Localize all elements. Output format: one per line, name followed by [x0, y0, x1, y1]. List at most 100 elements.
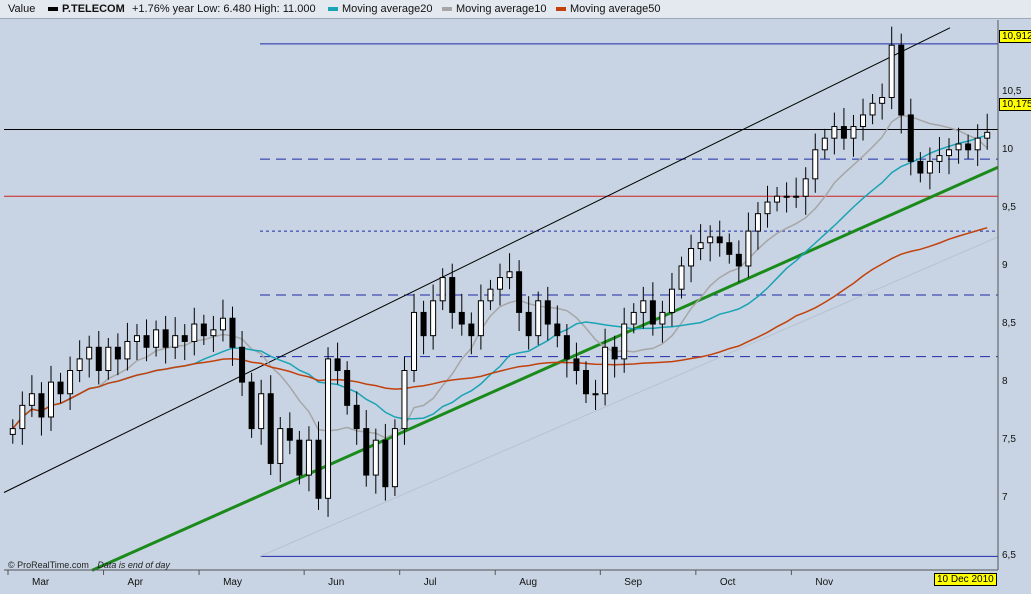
candle-body-26 — [258, 393, 265, 430]
ma20-swatch — [328, 7, 338, 12]
candle-body-65 — [630, 311, 637, 325]
legend-summary: +1.76% year Low: 6.480 High: 11.000 — [132, 3, 316, 15]
candle-body-32 — [315, 439, 322, 499]
candle-body-52 — [506, 271, 513, 279]
x-tick-label-1: Apr — [127, 577, 144, 588]
candle-body-30 — [296, 439, 303, 476]
price-tag-high: 10,912 — [999, 30, 1031, 43]
candle-body-34 — [334, 358, 341, 372]
candle-body-22 — [219, 317, 226, 331]
candle-body-76 — [735, 253, 742, 267]
y-tick-label-5: 9 — [1002, 259, 1008, 271]
candle-body-50 — [487, 288, 494, 302]
candle-body-49 — [477, 300, 484, 337]
legend-ma50: Moving average50 — [556, 3, 661, 15]
price-tag-last: 10,175 — [999, 98, 1031, 111]
legend-ma20: Moving average20 — [328, 3, 433, 15]
x-tick-label-5: Aug — [519, 577, 538, 588]
candle-body-45 — [439, 277, 446, 302]
candle-body-61 — [592, 393, 599, 396]
candle-body-44 — [430, 300, 437, 337]
candle-body-68 — [659, 311, 666, 325]
candle-body-20 — [200, 323, 207, 337]
candle-body-85 — [821, 137, 828, 151]
candle-body-46 — [449, 277, 456, 313]
candle-body-27 — [267, 393, 274, 464]
candle-body-75 — [726, 242, 733, 255]
candle-body-100 — [965, 143, 972, 151]
candle-body-21 — [210, 329, 217, 337]
legend-ma10-text: Moving average10 — [456, 3, 547, 15]
candle-body-29 — [286, 428, 293, 441]
candle-body-88 — [850, 126, 857, 139]
candle-body-67 — [649, 300, 656, 325]
legend-ma50-text: Moving average50 — [570, 3, 661, 15]
candle-body-89 — [860, 114, 867, 128]
candle-body-24 — [239, 346, 246, 383]
footer-data-note: Data is end of day — [97, 560, 170, 570]
candle-body-36 — [353, 404, 360, 430]
candle-body-59 — [573, 358, 580, 372]
candle-body-54 — [525, 311, 532, 337]
candle-body-62 — [602, 346, 609, 395]
trend-channel-upper — [3, 27, 951, 493]
y-tick-label-2: 7,5 — [1002, 434, 1016, 446]
candle-body-101 — [974, 137, 981, 151]
candle-body-7 — [76, 358, 83, 372]
candle-body-4 — [47, 381, 54, 418]
candle-body-84 — [812, 149, 819, 180]
candle-body-5 — [57, 381, 64, 395]
x-tick-label-4: Jul — [423, 577, 437, 588]
candle-body-92 — [888, 44, 895, 99]
candle-body-28 — [277, 428, 284, 464]
candle-body-94 — [907, 114, 914, 162]
candle-body-35 — [344, 370, 351, 406]
candle-body-25 — [248, 381, 255, 430]
candle-body-16 — [162, 329, 169, 348]
candle-body-23 — [229, 317, 236, 348]
x-tick-label-8: Nov — [815, 577, 834, 588]
candle-body-0 — [9, 428, 16, 435]
candle-body-57 — [554, 323, 561, 337]
candle-body-95 — [917, 160, 924, 174]
date-tag: 10 Dec 2010 — [934, 573, 997, 586]
candle-body-64 — [621, 323, 628, 360]
y-tick-label-1: 7 — [1002, 492, 1008, 504]
x-tick-label-3: Jun — [328, 577, 345, 588]
candle-body-6 — [67, 370, 74, 395]
y-tick-label-0: 6,5 — [1002, 550, 1016, 562]
ma50-swatch — [556, 7, 566, 12]
y-tick-label-7: 10 — [1002, 143, 1014, 155]
candle-body-66 — [640, 300, 647, 313]
ma10-swatch — [442, 7, 452, 12]
candle-body-72 — [697, 242, 704, 250]
y-tick-label-4: 8,5 — [1002, 318, 1016, 330]
candle-body-31 — [305, 439, 312, 476]
candle-body-78 — [754, 213, 761, 232]
candle-body-60 — [582, 370, 589, 395]
legend-bar: Value P.TELECOM +1.76% year Low: 6.480 H… — [0, 0, 1031, 19]
ticker-swatch — [48, 7, 58, 12]
candle-body-55 — [535, 300, 542, 337]
candle-body-47 — [458, 311, 465, 325]
legend-ticker: P.TELECOM — [48, 3, 125, 15]
candle-body-12 — [124, 340, 131, 360]
candle-body-70 — [678, 265, 685, 290]
candle-body-98 — [946, 149, 953, 157]
candle-body-15 — [153, 329, 160, 348]
candle-body-10 — [105, 346, 112, 372]
candle-body-33 — [325, 358, 332, 499]
candle-body-48 — [468, 323, 475, 337]
candle-body-63 — [611, 346, 618, 360]
candle-body-86 — [831, 126, 838, 139]
candle-body-83 — [802, 178, 809, 197]
y-tick-label-8: 10,5 — [1002, 85, 1022, 97]
candle-body-38 — [372, 439, 379, 476]
candle-body-14 — [143, 335, 150, 348]
candle-body-40 — [391, 428, 398, 488]
ma50-line — [12, 226, 988, 430]
candle-body-3 — [38, 393, 45, 418]
candle-body-69 — [668, 288, 675, 313]
